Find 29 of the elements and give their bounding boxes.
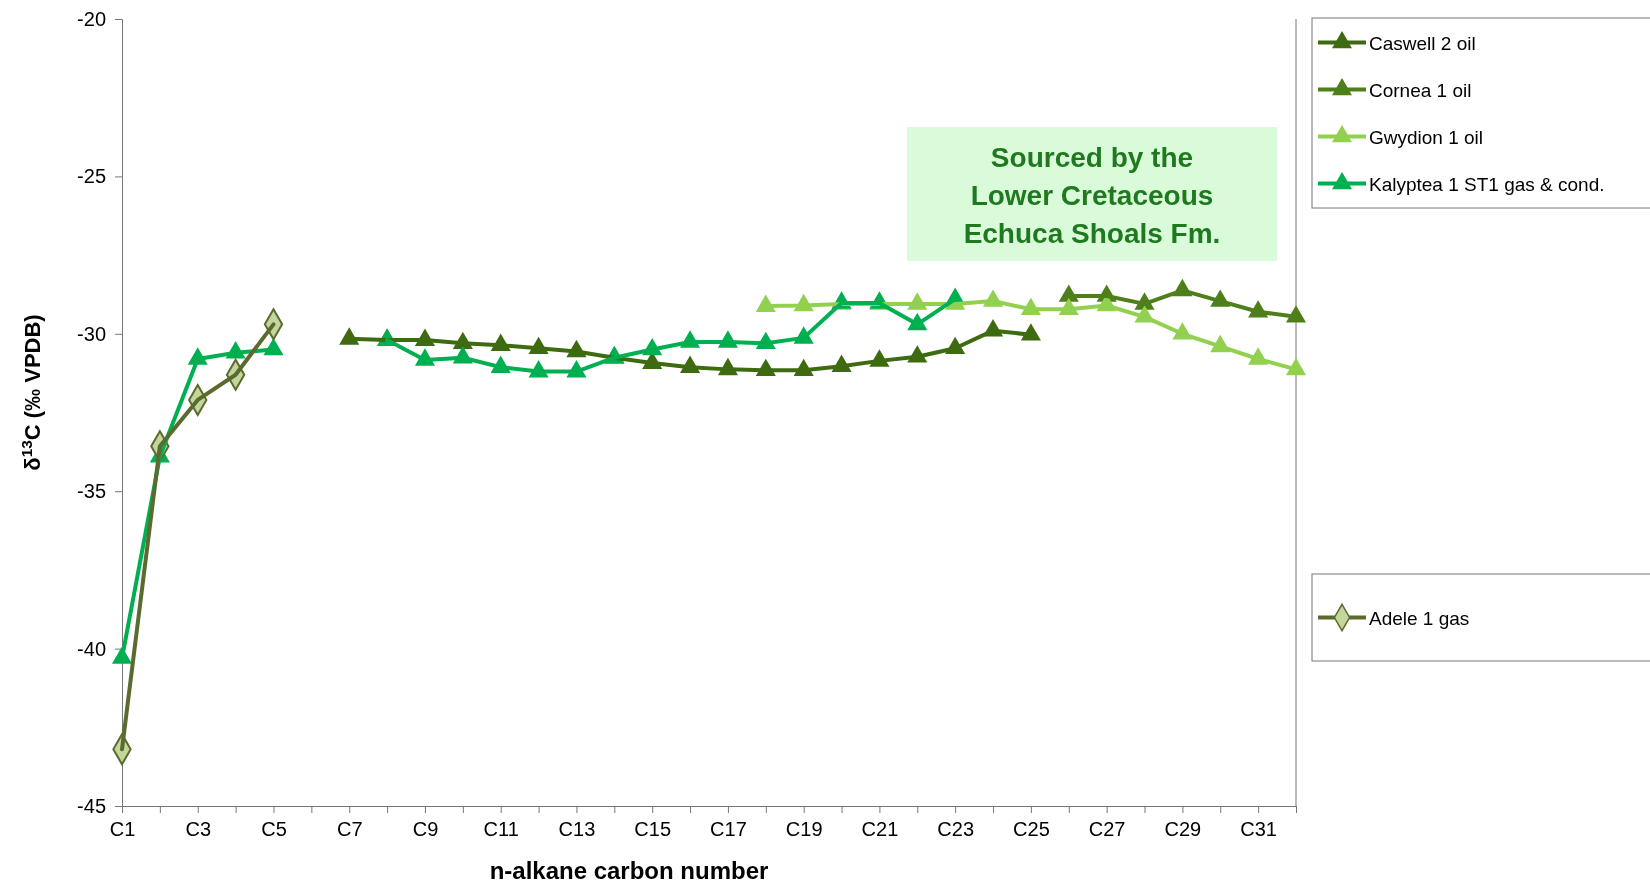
x-tick-label: C7 [336,818,363,840]
y-tick-label: -45 [77,794,106,817]
x-tick-label: C5 [261,818,287,840]
x-tick-label: C21 [861,818,899,840]
x-tick-label: C23 [937,818,975,840]
legend-label: Cornea 1 oil [1369,79,1472,101]
y-tick-label: -35 [77,480,106,503]
x-tick-label: C27 [1088,818,1126,840]
y-tick-label: -40 [77,637,106,660]
y-tick-label: -30 [77,322,106,345]
x-tick-label: C1 [109,818,136,840]
legend-label: Caswell 2 oil [1369,32,1476,54]
x-tick-label: C15 [634,818,672,840]
x-tick-label: C9 [412,818,439,840]
y-tick-label: -20 [77,7,106,30]
legend-label: Kalyptea 1 ST1 gas & cond. [1369,173,1605,195]
x-tick-label: C25 [1013,818,1050,840]
x-tick-label: C19 [785,818,823,840]
y-tick-label: -25 [77,165,106,188]
x-tick-label: C3 [185,818,212,840]
x-tick-label: C13 [558,818,596,840]
legend-label: Gwydion 1 oil [1369,126,1484,148]
x-axis-title: n-alkane carbon number [489,857,769,884]
legend-label: Adele 1 gas [1369,607,1470,629]
x-tick-label: C31 [1240,818,1277,840]
x-tick-label: C11 [483,818,519,840]
x-tick-label: C17 [710,818,747,840]
x-tick-label: C29 [1164,818,1202,840]
annotation: Sourced by the Lower Cretaceous Echuca Shoals Fm. [963,142,1221,249]
